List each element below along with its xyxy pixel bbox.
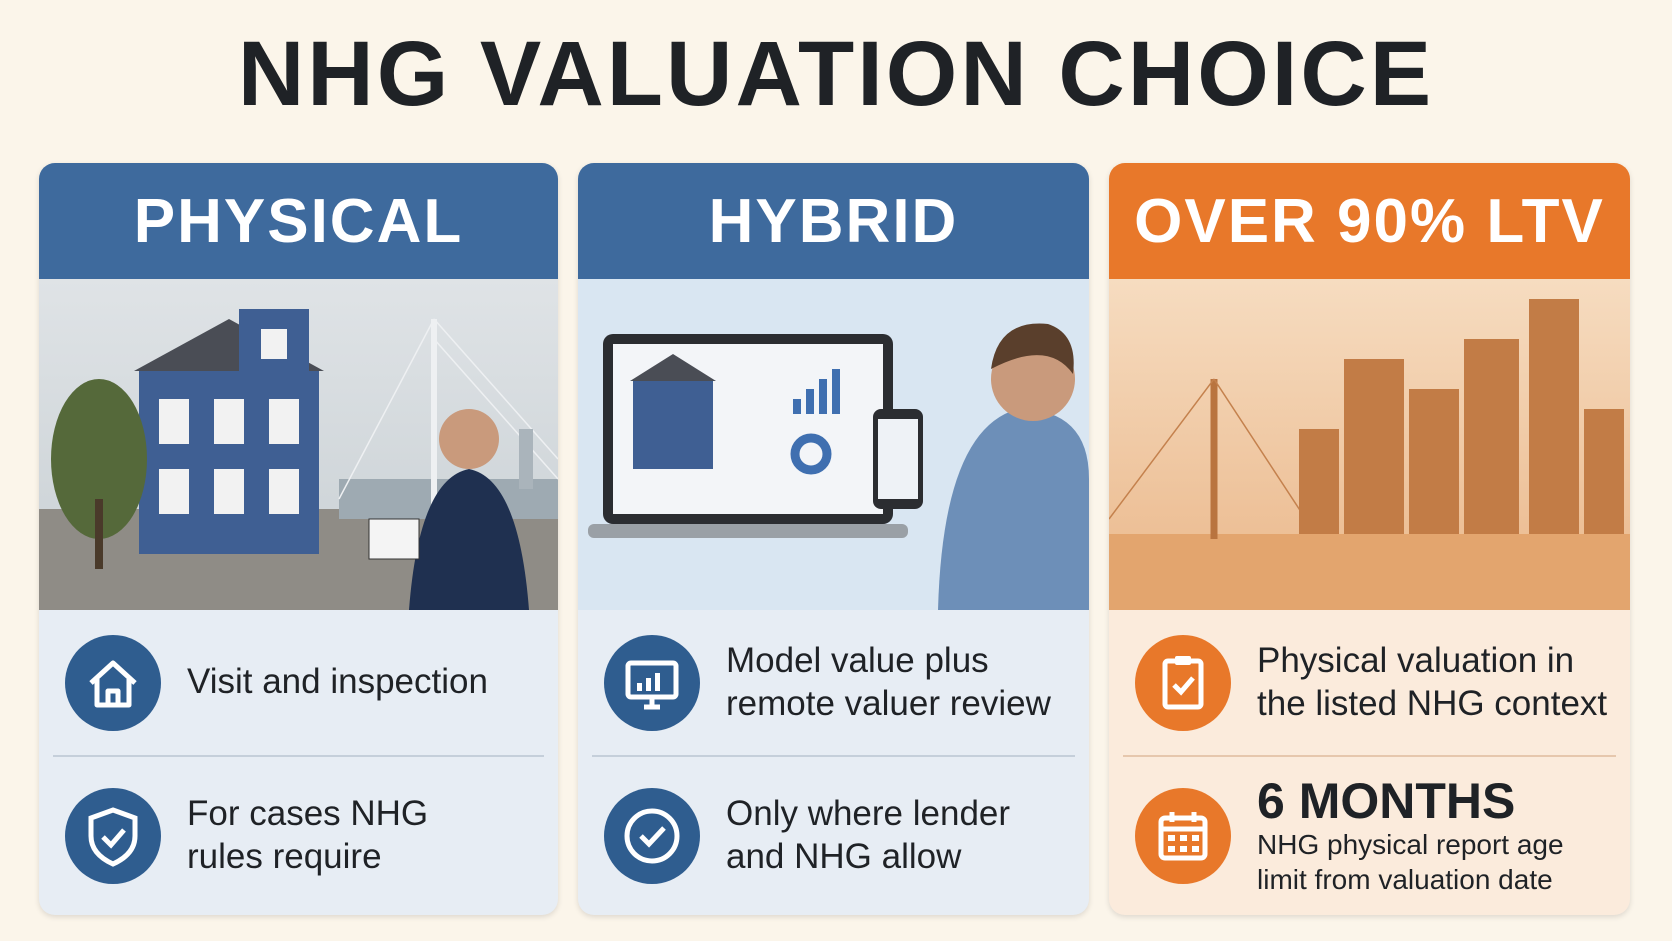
clipboard-icon [1135,634,1231,731]
card: PHYSICAL Visit and inspection For cases … [39,163,558,915]
divider [1123,755,1616,757]
illustration [578,279,1089,610]
item-text: Physical valuation in the listed NHG con… [1257,640,1608,723]
item-text: Visit and inspection [187,662,488,702]
card-heading: HYBRID [578,163,1089,279]
card-heading: PHYSICAL [39,163,558,279]
item: Only where lender and NHG allow [578,757,1089,915]
item-block: 6 MONTHS NHG physical report age limit f… [1257,775,1612,898]
monitor-icon [604,634,700,731]
house-icon [65,634,161,731]
item: Visit and inspection [39,610,558,755]
item-text: For cases NHG rules require [187,794,429,876]
item-text: Only where lender and NHG allow [726,794,1011,876]
item: For cases NHG rules require [39,757,558,915]
item: Model value plus remote valuer review [578,610,1089,755]
item: 6 MONTHS NHG physical report age limit f… [1109,757,1630,915]
card: OVER 90% LTV Physical valuation in the l… [1109,163,1630,915]
item-title: 6 MONTHS [1257,772,1516,829]
card-heading: OVER 90% LTV [1109,163,1630,279]
item: Physical valuation in the listed NHG con… [1109,610,1630,755]
title: NHG VALUATION CHOICE [237,23,1435,125]
illustration [1109,279,1630,610]
item-text: NHG physical report age limit from valua… [1257,829,1564,896]
calendar-icon [1135,788,1231,884]
item-text: Model value plus remote valuer review [726,640,1051,723]
divider [53,755,544,757]
shield-icon [65,788,161,884]
divider [592,755,1075,757]
check-icon [604,788,700,884]
card: HYBRID Model value plus remote valuer re… [578,163,1089,915]
illustration [39,279,558,610]
